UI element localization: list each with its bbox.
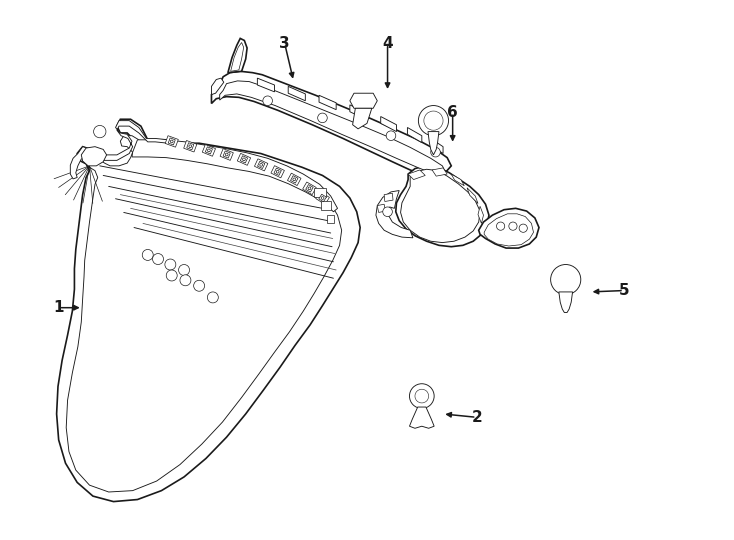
Circle shape (424, 111, 443, 130)
Polygon shape (219, 81, 444, 173)
Text: 6: 6 (447, 105, 458, 120)
Polygon shape (223, 151, 230, 158)
Polygon shape (211, 78, 224, 94)
Circle shape (308, 187, 310, 190)
Polygon shape (381, 117, 396, 132)
Polygon shape (401, 169, 480, 242)
Polygon shape (384, 193, 393, 201)
Polygon shape (184, 140, 197, 152)
Polygon shape (396, 166, 489, 247)
Circle shape (418, 105, 448, 136)
Polygon shape (168, 138, 175, 145)
Polygon shape (258, 78, 275, 92)
Circle shape (509, 222, 517, 230)
Circle shape (496, 222, 505, 230)
Circle shape (170, 140, 173, 143)
Circle shape (382, 207, 393, 217)
Polygon shape (376, 191, 413, 238)
Polygon shape (321, 201, 331, 210)
Circle shape (318, 113, 327, 123)
Polygon shape (305, 185, 313, 192)
Polygon shape (288, 86, 305, 101)
Circle shape (189, 145, 192, 147)
Circle shape (519, 224, 527, 232)
Circle shape (166, 270, 177, 281)
Polygon shape (206, 147, 212, 154)
Polygon shape (479, 208, 539, 248)
Polygon shape (451, 174, 465, 186)
Polygon shape (478, 206, 484, 224)
Polygon shape (228, 38, 247, 73)
Text: 2: 2 (471, 410, 482, 425)
Text: 3: 3 (280, 36, 290, 51)
Polygon shape (258, 161, 265, 168)
Polygon shape (81, 147, 106, 166)
Text: 5: 5 (619, 283, 629, 298)
Polygon shape (410, 407, 434, 428)
Polygon shape (288, 173, 301, 186)
Circle shape (207, 292, 218, 303)
Circle shape (386, 131, 396, 140)
Polygon shape (559, 292, 573, 313)
Circle shape (94, 125, 106, 138)
Polygon shape (316, 192, 330, 204)
Circle shape (431, 147, 440, 157)
Polygon shape (57, 119, 360, 502)
Polygon shape (484, 214, 534, 246)
Polygon shape (165, 136, 178, 147)
Polygon shape (314, 188, 326, 198)
Polygon shape (467, 188, 478, 204)
Polygon shape (302, 182, 316, 194)
Circle shape (178, 265, 189, 275)
Polygon shape (274, 168, 281, 176)
Circle shape (321, 197, 324, 199)
Polygon shape (237, 153, 250, 165)
Polygon shape (377, 204, 385, 212)
Polygon shape (432, 168, 447, 176)
Circle shape (225, 153, 228, 156)
Polygon shape (319, 194, 327, 202)
Polygon shape (350, 105, 367, 120)
Circle shape (243, 158, 245, 161)
Polygon shape (132, 140, 338, 212)
Polygon shape (66, 136, 341, 492)
Polygon shape (211, 71, 451, 176)
Circle shape (180, 275, 191, 286)
Polygon shape (319, 95, 336, 110)
Text: 4: 4 (382, 36, 393, 51)
Circle shape (263, 96, 272, 105)
Polygon shape (255, 159, 268, 171)
Polygon shape (350, 93, 377, 109)
Circle shape (410, 384, 434, 408)
Circle shape (260, 164, 263, 166)
Polygon shape (240, 156, 247, 163)
Polygon shape (327, 215, 334, 224)
Polygon shape (271, 166, 284, 178)
Circle shape (165, 259, 176, 270)
Circle shape (550, 265, 581, 295)
Polygon shape (186, 143, 194, 150)
Polygon shape (70, 120, 168, 179)
Circle shape (194, 280, 205, 291)
Polygon shape (352, 109, 372, 129)
Circle shape (208, 149, 210, 152)
Polygon shape (408, 170, 425, 180)
Text: 1: 1 (54, 300, 64, 315)
Circle shape (293, 178, 296, 181)
Polygon shape (230, 43, 244, 71)
Circle shape (153, 254, 164, 265)
Polygon shape (203, 145, 216, 156)
Polygon shape (431, 138, 443, 153)
Polygon shape (407, 127, 422, 143)
Polygon shape (428, 132, 439, 155)
Circle shape (415, 389, 429, 403)
Circle shape (142, 249, 153, 260)
Polygon shape (220, 148, 233, 160)
Polygon shape (291, 176, 298, 183)
Circle shape (276, 171, 279, 173)
